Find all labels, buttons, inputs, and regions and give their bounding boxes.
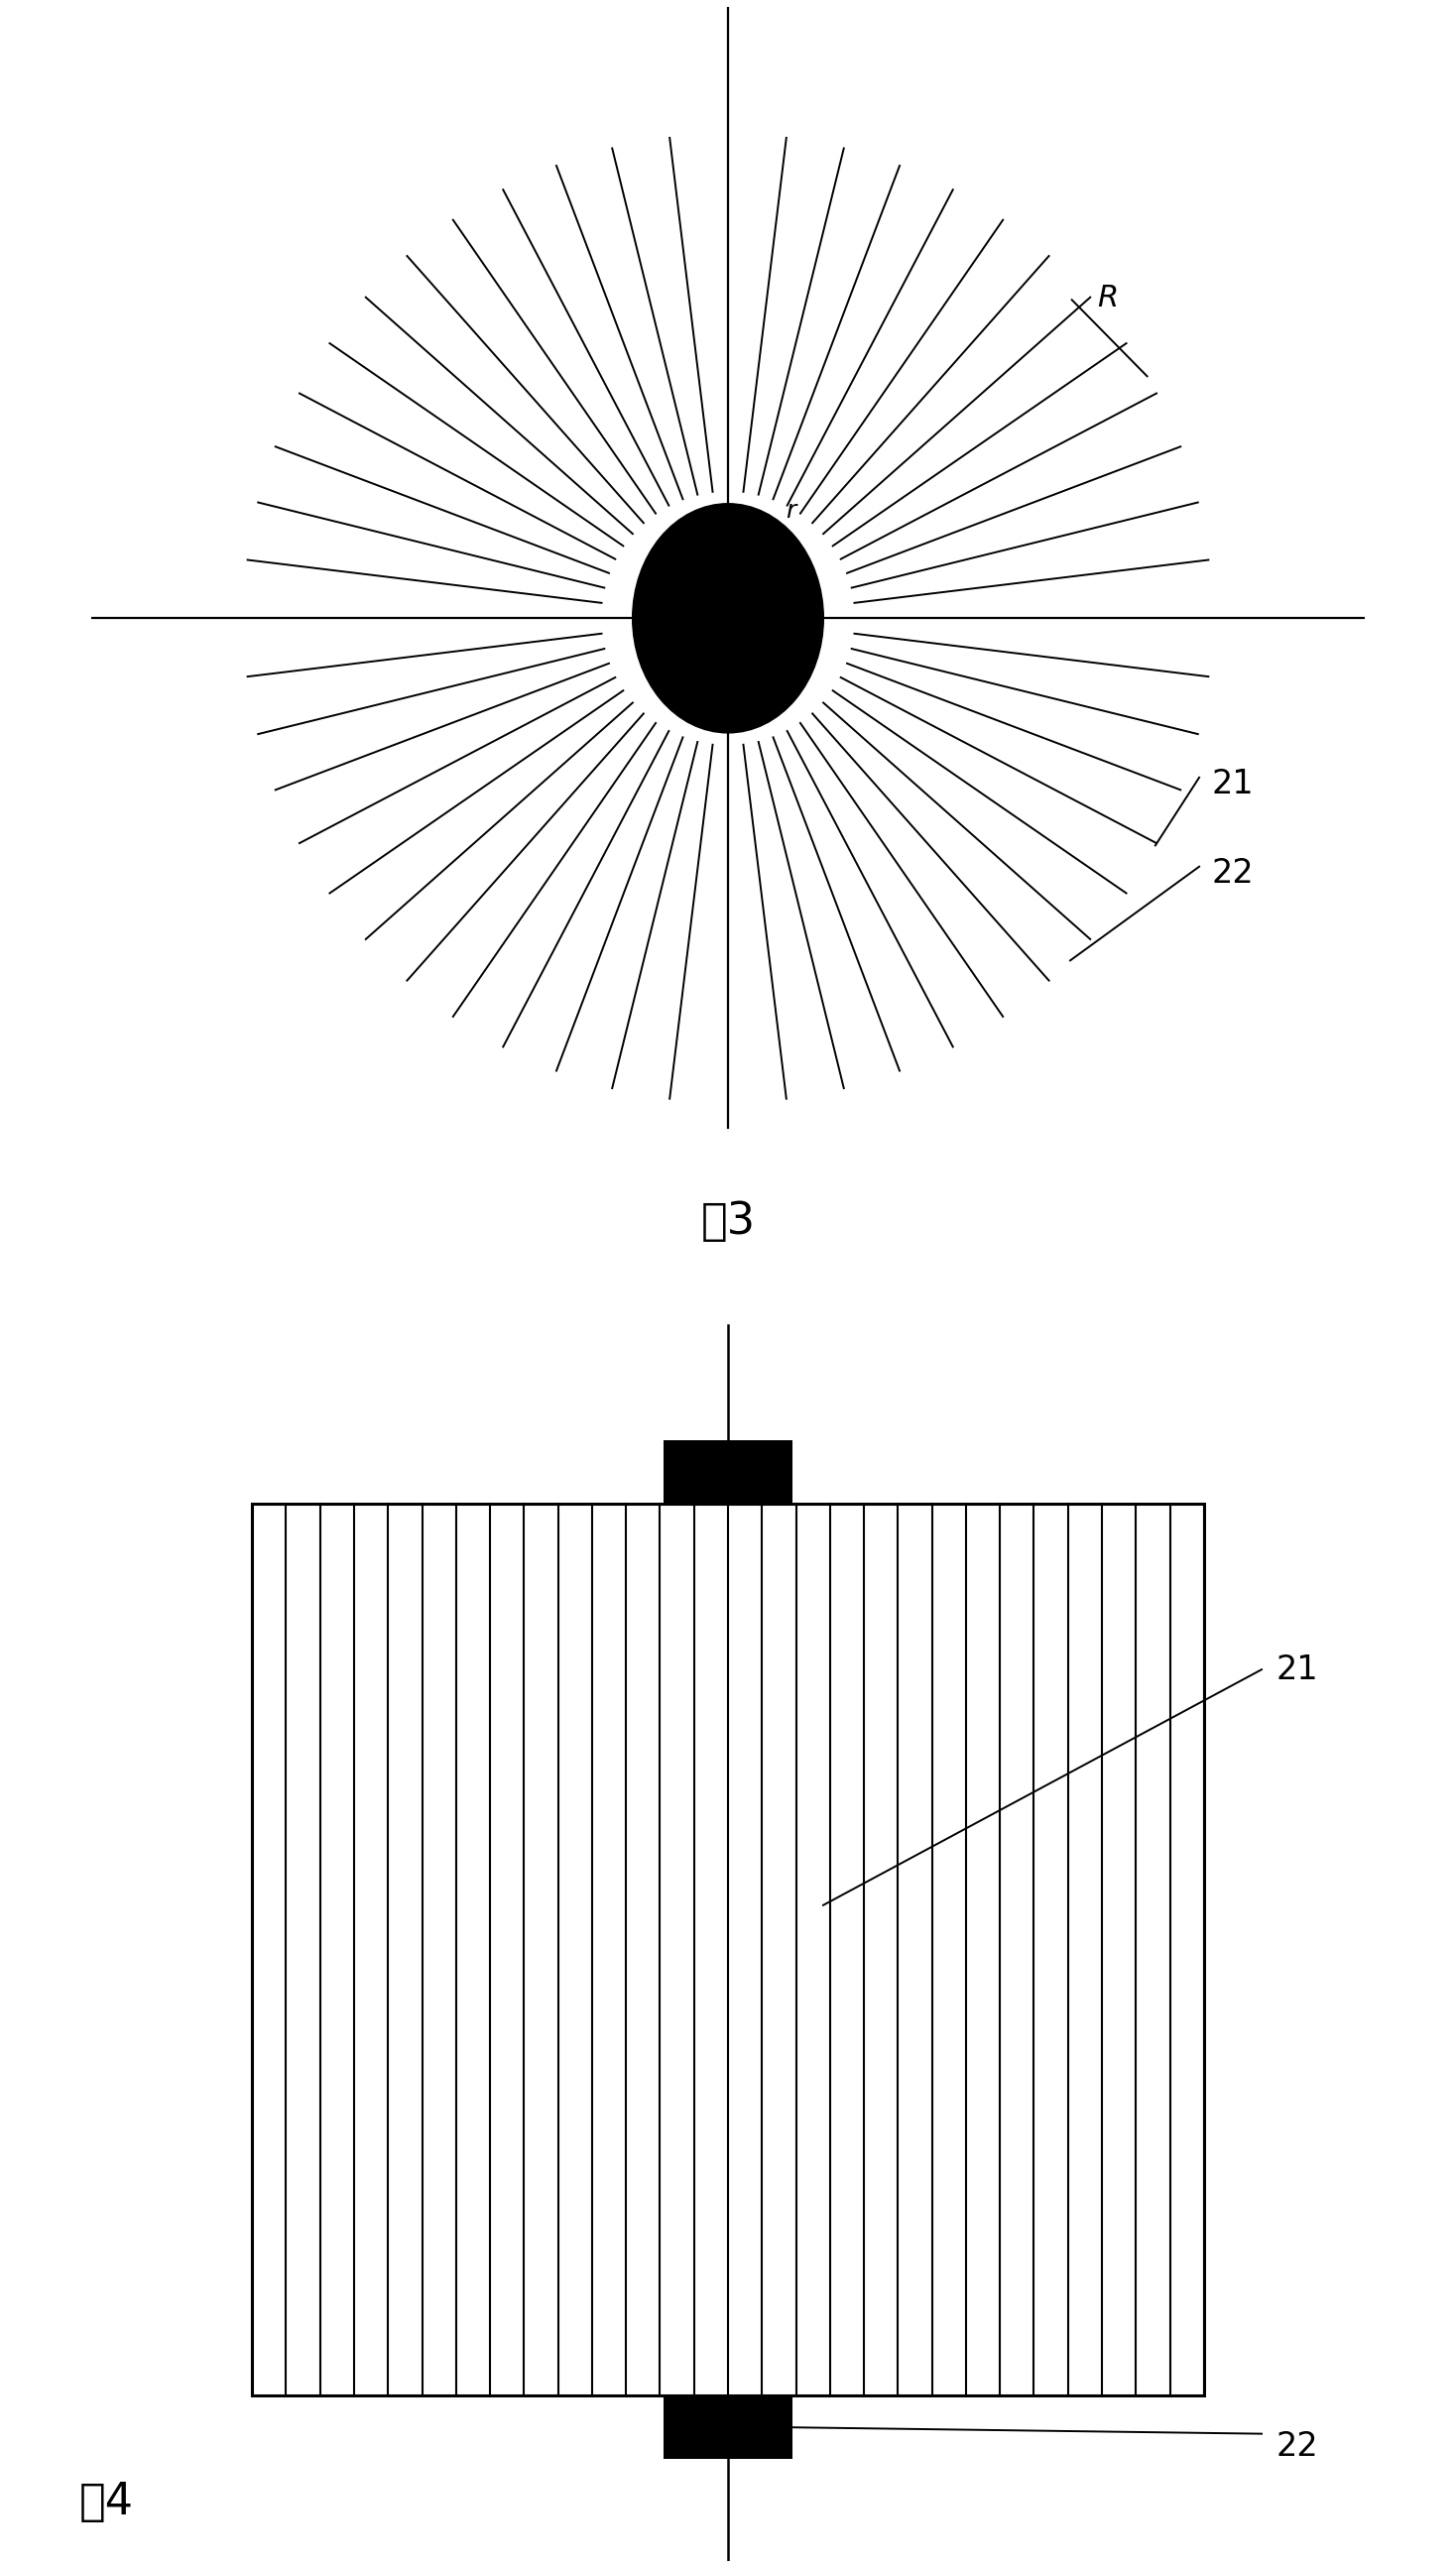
Text: 22: 22 xyxy=(1275,2429,1319,2463)
Text: 图3: 图3 xyxy=(700,1199,756,1243)
Text: r: r xyxy=(785,498,795,524)
Text: 21: 21 xyxy=(1211,768,1254,801)
Text: 图4: 图4 xyxy=(79,2481,134,2522)
Bar xyxy=(662,1441,794,1505)
Bar xyxy=(662,2396,794,2460)
Text: 21: 21 xyxy=(1275,1654,1318,1687)
Text: R: R xyxy=(1098,285,1118,313)
Ellipse shape xyxy=(632,503,824,732)
Bar xyxy=(252,1505,1204,2396)
Text: 22: 22 xyxy=(1211,858,1255,889)
